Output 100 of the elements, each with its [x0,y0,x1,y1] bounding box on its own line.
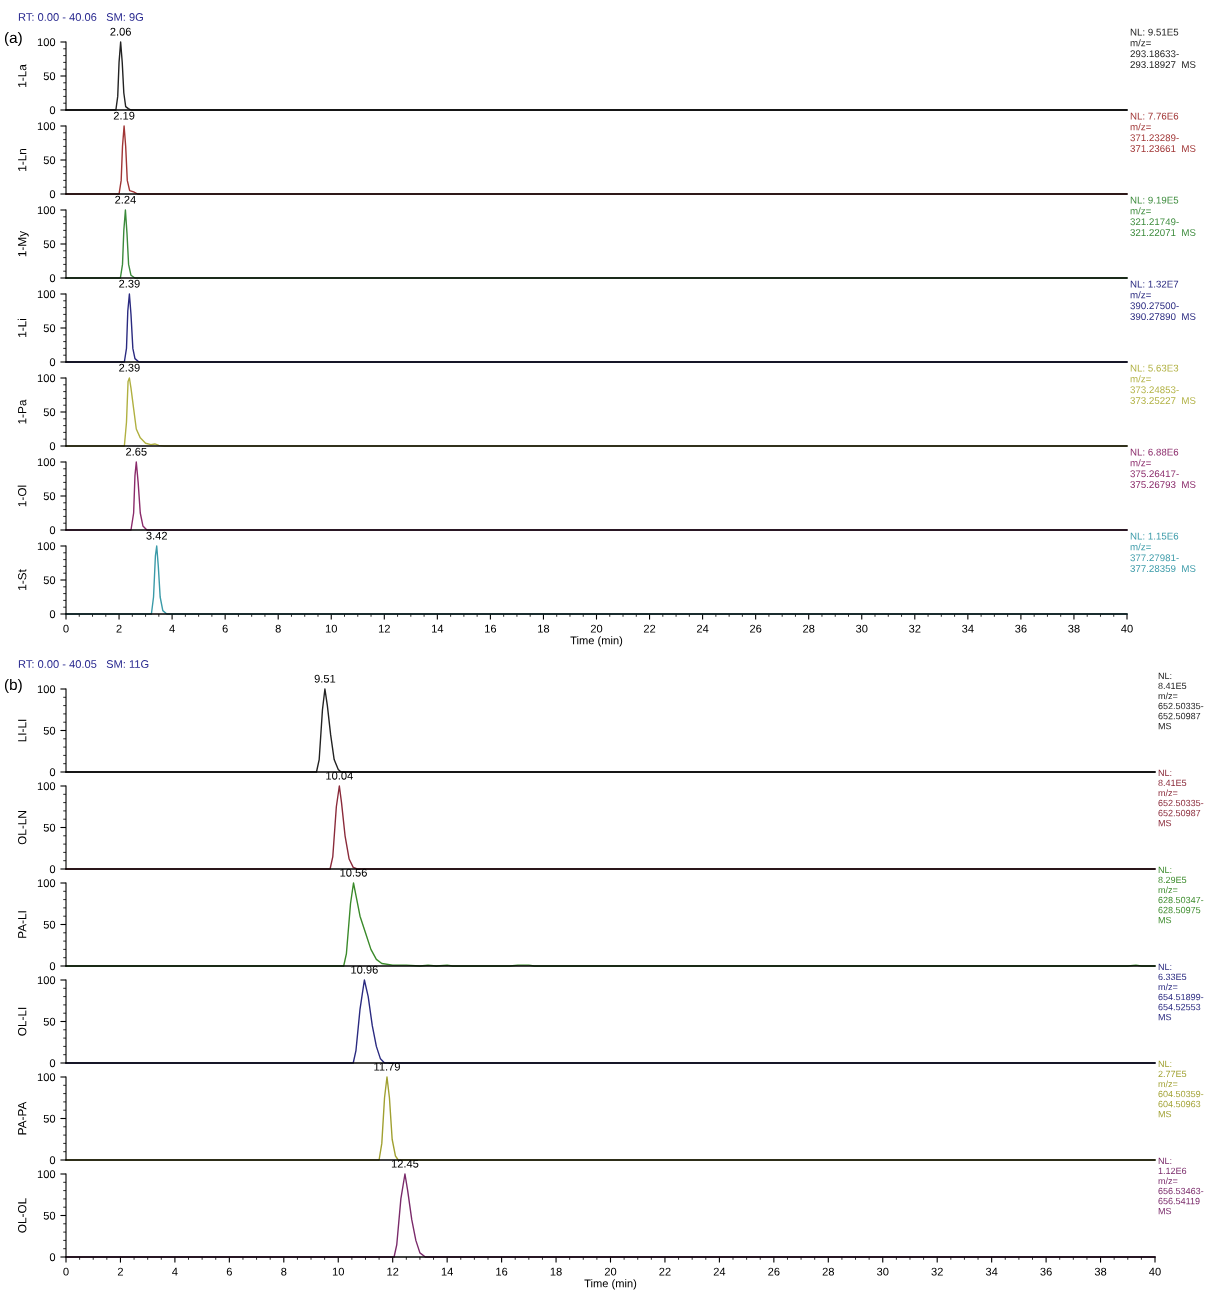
chart-subtitle: (a) [4,31,22,47]
x-tick-label: 32 [931,1267,943,1276]
x-tick-label: 16 [485,624,497,633]
annotation: 9.51 [314,674,336,683]
text: NL: 7.76E6 m/z= 371.23289- 371.23661 MS [1130,112,1196,153]
text: NL: 6.33E5 m/z= 654.51899- 654.52553 MS [1158,963,1204,1021]
x-tick-label: 2 [116,624,122,633]
x-tick-label: 40 [1121,624,1133,633]
y-tick-label: 50 [43,1114,56,1123]
text: NL: 1.12E6 m/z= 656.53463- 656.54119 MS [1158,1157,1204,1215]
y-tick-label: 100 [37,782,56,791]
annotation: 12.45 [391,1159,419,1168]
annotation: 2.39 [119,363,140,372]
y-tick-label: 100 [37,976,56,985]
y-tick-label: 0 [49,442,56,451]
y-tick-label: 0 [49,106,56,115]
x-tick-label: 20 [590,624,603,633]
chart-subtitle: (b) [4,678,22,694]
x-axis-title: Time (min) [584,1279,637,1290]
y-tick-label: 100 [37,685,56,694]
x-tick-label: 20 [604,1267,617,1276]
x-tick-label: 14 [432,624,444,633]
y-tick-label: 0 [49,190,56,199]
text: NL: 5.63E3 m/z= 373.24853- 373.25227 MS [1130,364,1196,405]
annotation: 2.06 [110,27,131,36]
x-tick-label: 34 [985,1267,998,1276]
y-axis-title: 1-Pa [18,399,27,424]
y-axis-title: 1-Li [17,318,27,337]
y-tick-label: 100 [37,1170,56,1179]
x-tick-label: 4 [169,624,175,633]
annotation: 3.42 [146,531,167,540]
y-tick-label: 0 [49,610,56,619]
y-tick-label: 0 [49,768,56,777]
x-tick-label: 12 [387,1267,399,1276]
y-tick-label: 50 [43,156,56,165]
y-tick-label: 50 [43,576,56,585]
y-tick-label: 50 [43,408,56,417]
x-tick-label: 24 [696,624,709,633]
x-tick-label: 38 [1094,1267,1107,1276]
y-tick-label: 50 [43,492,56,501]
y-tick-label: 50 [43,324,56,333]
y-tick-label: 0 [49,1059,56,1068]
chart-title: RT: 0.00 - 40.06 SM: 9G [18,13,143,21]
text: NL: 9.19E5 m/z= 321.21749- 321.22071 MS [1130,196,1196,237]
y-axis-title: 1-Ol [17,485,27,507]
x-tick-label: 18 [538,624,550,633]
y-tick-label: 100 [37,1073,56,1082]
x-tick-label: 28 [822,1267,834,1276]
x-tick-label: 6 [226,1267,232,1276]
x-tick-label: 22 [659,1267,671,1276]
annotation: 2.24 [115,195,136,204]
x-tick-label: 26 [750,624,762,633]
x-tick-label: 12 [378,624,390,633]
x-tick-label: 26 [768,1267,780,1276]
y-tick-label: 50 [43,1211,56,1220]
chart-title: RT: 0.00 - 40.05 SM: 11G [18,660,149,668]
x-tick-label: 8 [281,1267,287,1276]
y-tick-label: 0 [49,865,56,874]
annotation: 10.04 [326,771,353,780]
x-tick-label: 22 [643,624,656,633]
annotation: 10.96 [351,965,378,974]
annotation: 2.39 [119,279,140,288]
y-tick-label: 50 [43,726,56,735]
x-tick-label: 2 [117,1267,123,1276]
y-tick-label: 50 [43,920,56,929]
y-axis-title: PA-LI [18,911,27,938]
y-tick-label: 100 [37,206,56,215]
text: NL: 8.41E5 m/z= 652.50335- 652.50987 MS [1158,769,1204,827]
y-tick-label: 100 [37,122,56,131]
x-tick-label: 4 [172,1267,178,1276]
y-axis-title: 1-St [18,569,27,590]
y-tick-label: 100 [37,38,56,47]
y-tick-label: 100 [37,458,56,467]
x-tick-label: 24 [713,1267,726,1276]
y-axis-title: 1-La [18,64,27,87]
y-tick-label: 0 [49,1253,56,1262]
y-tick-label: 0 [49,1156,56,1165]
y-axis-title: OL-OL [18,1198,27,1233]
y-tick-label: 0 [49,526,56,535]
x-tick-label: 18 [550,1267,562,1276]
x-tick-label: 14 [441,1267,453,1276]
x-tick-label: 34 [962,624,974,633]
annotation: 11.79 [374,1062,400,1071]
y-axis-title: 1-My [18,230,29,257]
y-tick-label: 50 [43,72,56,81]
x-tick-label: 36 [1040,1267,1052,1276]
y-axis-title: 1-Ln [18,148,27,171]
x-tick-label: 36 [1015,624,1027,633]
text: NL: 8.41E5 m/z= 652.50335- 652.50987 MS [1158,672,1204,730]
x-tick-label: 10 [325,624,337,633]
y-tick-label: 50 [43,240,56,249]
x-tick-label: 40 [1149,1267,1161,1276]
x-tick-label: 28 [803,624,815,633]
annotation: 10.56 [340,868,367,877]
x-tick-label: 8 [275,624,281,633]
y-tick-label: 100 [37,879,56,888]
x-tick-label: 0 [63,624,69,633]
y-tick-label: 50 [43,1017,56,1026]
y-tick-label: 0 [49,358,56,367]
text: NL: 2.77E5 m/z= 604.50359- 604.50963 MS [1158,1060,1204,1118]
